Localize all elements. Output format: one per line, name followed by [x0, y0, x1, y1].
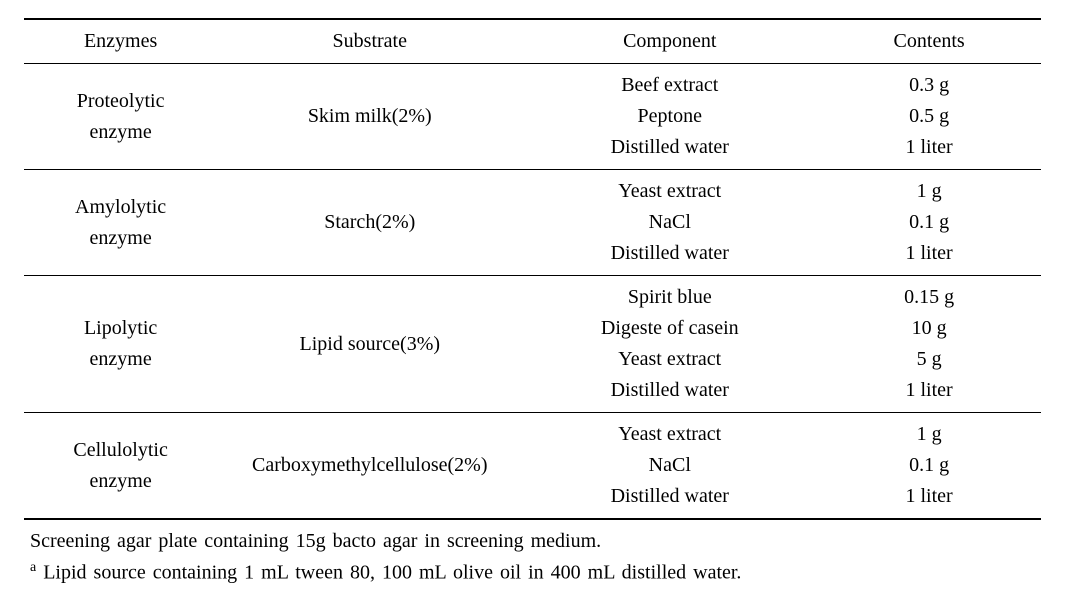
cell-component: Beef extract Peptone Distilled water [522, 64, 817, 170]
footnotes: Screening agar plate containing 15g bact… [24, 526, 1041, 589]
cell-enzyme: Lipolytic enzyme [24, 276, 217, 413]
table-row: Amylolytic enzyme Starch(2%) Yeast extra… [24, 170, 1041, 276]
cell-contents: 0.15 g 10 g 5 g 1 liter [817, 276, 1041, 413]
cell-enzyme: Proteolytic enzyme [24, 64, 217, 170]
table-header-row: Enzymes Substrate Component Contents [24, 19, 1041, 64]
col-header-contents: Contents [817, 19, 1041, 64]
table-row: Lipolytic enzyme Lipid source(3%) Spirit… [24, 276, 1041, 413]
cell-component: Yeast extract NaCl Distilled water [522, 413, 817, 520]
cell-contents: 0.3 g 0.5 g 1 liter [817, 64, 1041, 170]
cell-component: Yeast extract NaCl Distilled water [522, 170, 817, 276]
table-row: Cellulolytic enzyme Carboxymethylcellulo… [24, 413, 1041, 520]
cell-contents: 1 g 0.1 g 1 liter [817, 170, 1041, 276]
cell-substrate: Carboxymethylcellulose(2%) [217, 413, 522, 520]
cell-substrate: Starch(2%) [217, 170, 522, 276]
footnote-line-1: Screening agar plate containing 15g bact… [30, 526, 1041, 557]
cell-component: Spirit blue Digeste of casein Yeast extr… [522, 276, 817, 413]
cell-enzyme: Amylolytic enzyme [24, 170, 217, 276]
footnote-line-2: a Lipid source containing 1 mL tween 80,… [30, 557, 1041, 589]
col-header-substrate: Substrate [217, 19, 522, 64]
col-header-component: Component [522, 19, 817, 64]
cell-substrate: Lipid source(3%) [217, 276, 522, 413]
table-row: Proteolytic enzyme Skim milk(2%) Beef ex… [24, 64, 1041, 170]
cell-contents: 1 g 0.1 g 1 liter [817, 413, 1041, 520]
enzyme-table: Enzymes Substrate Component Contents Pro… [24, 18, 1041, 520]
cell-substrate: Skim milk(2%) [217, 64, 522, 170]
col-header-enzymes: Enzymes [24, 19, 217, 64]
cell-enzyme: Cellulolytic enzyme [24, 413, 217, 520]
footnote-line-2-text: Lipid source containing 1 mL tween 80, 1… [36, 562, 741, 584]
